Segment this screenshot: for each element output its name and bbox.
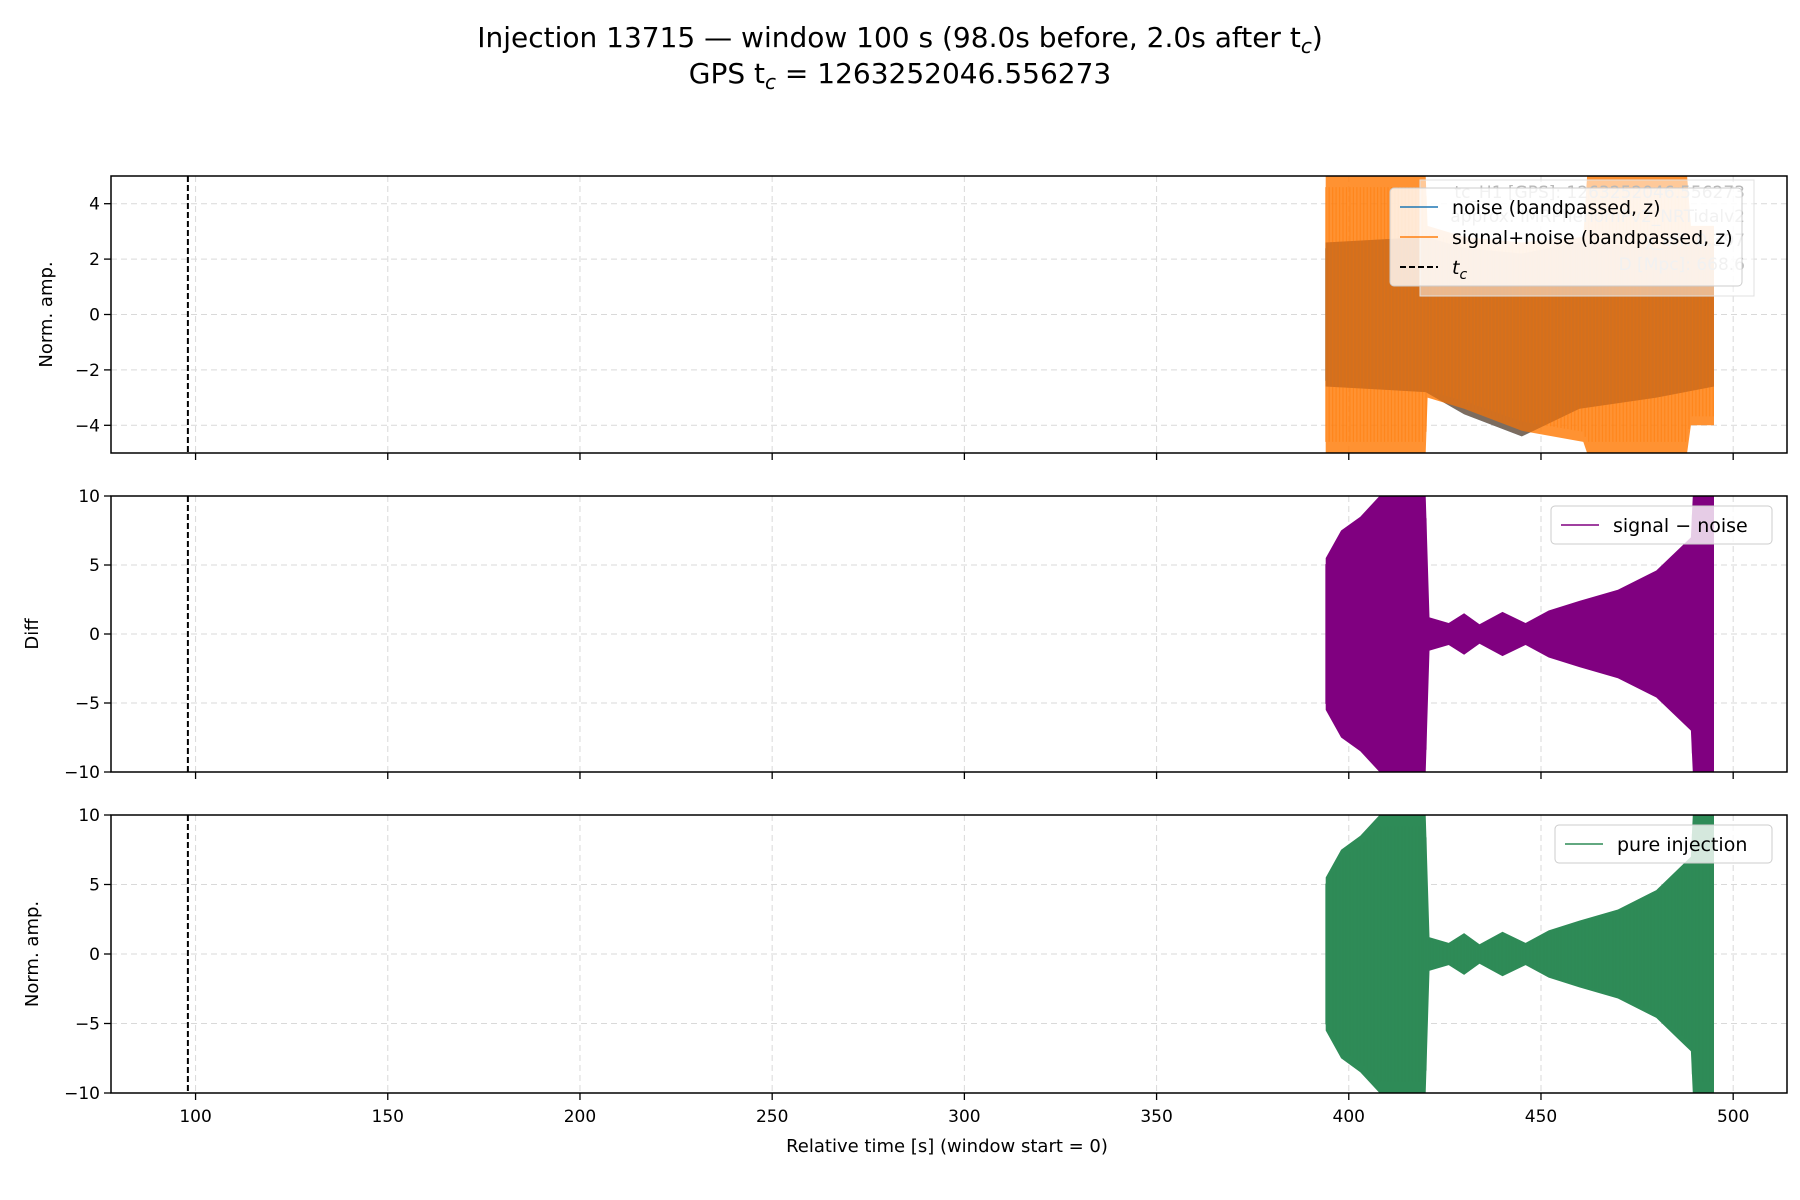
y-tick-label: −5	[75, 694, 100, 714]
x-tick-label: 150	[372, 1107, 404, 1127]
y-tick-label: −5	[75, 1015, 100, 1035]
x-tick-label: 100	[179, 1107, 211, 1127]
y-tick-label: 10	[78, 487, 100, 507]
x-tick-label: 450	[1525, 1107, 1557, 1127]
y-tick-label: 5	[89, 876, 100, 896]
y-axis-label: Norm. amp.	[36, 261, 57, 367]
panel-bottom: 100 150 200 250 300 350 400 450 500 10 5 0 −5 −10 Norm…	[22, 806, 1788, 1127]
y-tick-label: 0	[89, 945, 100, 965]
x-tick-label: 300	[948, 1107, 980, 1127]
x-tick-label: 350	[1140, 1107, 1172, 1127]
y-tick-label: 0	[89, 306, 100, 326]
y-tick-label: −4	[75, 416, 100, 436]
legend-box	[1550, 505, 1773, 545]
legend-label: signal − noise	[1613, 515, 1748, 537]
panel-middle: 10 5 0 −5 −10 Diff signal − noise	[22, 487, 1788, 783]
x-tick-label: 200	[564, 1107, 596, 1127]
x-axis-label: Relative time [s] (window start = 0)	[786, 1136, 1108, 1157]
figure-title-line2: GPS tc = 1263252046.556273	[689, 57, 1111, 94]
legend-label: pure injection	[1617, 834, 1747, 856]
legend: signal − noise	[1550, 505, 1773, 545]
y-tick-label: −2	[75, 361, 100, 381]
y-tick-label: 10	[78, 806, 100, 826]
figure-title-line1: Injection 13715 — window 100 s (98.0s be…	[477, 21, 1323, 58]
series-layer	[1325, 815, 1714, 1093]
y-tick-label: 5	[89, 556, 100, 576]
y-tick-label: 0	[89, 625, 100, 645]
x-tick-label: 250	[756, 1107, 788, 1127]
x-tick-label: 400	[1333, 1107, 1365, 1127]
x-tick-label: 500	[1717, 1107, 1749, 1127]
legend-label: noise (bandpassed, z)	[1452, 197, 1661, 219]
y-axis-label: Norm. amp.	[22, 901, 43, 1007]
legend-label-tc: tc	[1452, 257, 1467, 283]
legend: pure injection	[1554, 824, 1773, 864]
y-tick-label: −10	[64, 763, 100, 783]
series-layer	[1325, 496, 1714, 772]
y-tick-label: 4	[89, 195, 100, 215]
y-axis-label: Diff	[22, 618, 43, 650]
legend-label: signal+noise (bandpassed, z)	[1452, 227, 1733, 249]
legend: noise (bandpassed, z) signal+noise (bandp…	[1389, 187, 1743, 287]
y-tick-label: 2	[89, 250, 100, 270]
legend-box	[1389, 187, 1743, 287]
y-tick-label: −10	[64, 1084, 100, 1104]
legend-box	[1554, 824, 1773, 864]
